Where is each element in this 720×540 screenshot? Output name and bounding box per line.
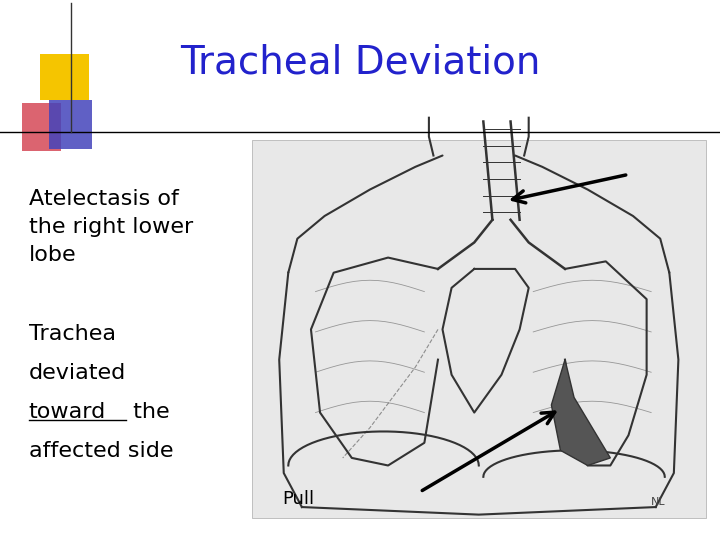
Text: NL: NL: [651, 497, 666, 507]
Text: Tracheal Deviation: Tracheal Deviation: [180, 43, 540, 81]
Text: Pull: Pull: [283, 490, 315, 508]
Text: the: the: [126, 402, 170, 422]
Text: Trachea: Trachea: [29, 324, 116, 344]
Polygon shape: [552, 360, 611, 465]
Bar: [49, 100, 92, 149]
Bar: [40, 54, 89, 100]
Text: Atelectasis of
the right lower
lobe: Atelectasis of the right lower lobe: [29, 189, 193, 265]
Bar: [252, 140, 706, 518]
Bar: [22, 103, 61, 151]
Text: affected side: affected side: [29, 441, 174, 461]
Text: deviated: deviated: [29, 363, 126, 383]
Text: toward: toward: [29, 402, 106, 422]
